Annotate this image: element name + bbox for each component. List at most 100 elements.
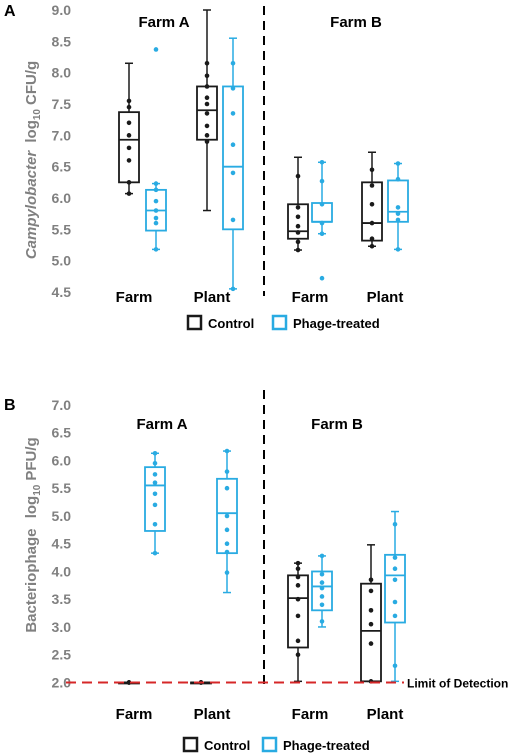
- panel-a-phage-farm-b-plant-point: [395, 211, 401, 216]
- panel-a-phage-farm-b-plant-point: [395, 205, 401, 210]
- panel-a-phage-farm-a-plant-point: [230, 111, 236, 116]
- panel-a-phage-farm-a-plant-iqr: [222, 85, 244, 231]
- panel-b-legend-phage: Phage-treated: [283, 738, 370, 753]
- panel-a-control-farm-b-farm-point: [295, 247, 301, 253]
- panel-a-control-farm-b-plant-point: [369, 220, 375, 226]
- panel-b-ytick: 5.0: [52, 508, 72, 524]
- panel-b-phage-farm-b-farm-point: [319, 580, 325, 585]
- panel-b-phage-farm-b-farm-point: [319, 585, 325, 591]
- panel-a: A Campylobacter log10CFU/g Farm A Farm B…: [4, 2, 409, 331]
- panel-a-control-farm-a-plant-point: [204, 123, 210, 129]
- panel-a-ylabel: Campylobacter log10CFU/g: [23, 61, 43, 259]
- panel-b-phage-farm-a-farm-iqr: [144, 466, 166, 532]
- panel-b-phage-farm-a-plant-point: [224, 448, 230, 454]
- panel-a-legend-phage-swatch: [271, 314, 288, 331]
- panel-b-phage-farm-a-farm-point: [152, 550, 158, 556]
- panel-a-ytick: 7.0: [52, 127, 72, 143]
- panel-a-control-farm-a-farm-point: [126, 133, 132, 138]
- panel-b-control-farm-b-plant-iqr: [360, 582, 382, 683]
- panel-b-ytick: 7.0: [52, 397, 72, 413]
- panel-b-control-farm-b-plant-point: [368, 588, 374, 594]
- panel-a-label: A: [4, 3, 16, 20]
- panel-b-control-farm-b-farm-point: [295, 583, 301, 588]
- panel-b-phage-farm-b-plant-point: [392, 555, 398, 560]
- panel-b-phage-farm-a-farm-point: [152, 480, 158, 485]
- panel-b-phage-farm-b-plant-point: [392, 577, 398, 583]
- panel-b-phage-farm-a-farm-point: [152, 460, 158, 466]
- panel-a-control-farm-a-farm-box: [118, 62, 140, 196]
- panel-b-phage-farm-b-farm-point: [319, 553, 325, 559]
- panel-b-phage-farm-a-plant-box: [216, 448, 238, 594]
- panel-b-phage-farm-a-plant-point: [224, 570, 230, 575]
- panel-a-control-farm-a-farm-point: [126, 158, 132, 163]
- panel-b-phage-farm-a-plant-point: [224, 513, 230, 519]
- panel-a-control-farm-b-farm-iqr: [287, 203, 309, 240]
- panel-b-category-farm-b-plant: Plant: [367, 706, 404, 723]
- panel-a-control-farm-a-plant-point: [204, 133, 210, 138]
- panel-b-phage-farm-b-plant-box: [384, 510, 406, 683]
- panel-b-control-farm-b-farm-point: [295, 596, 301, 602]
- panel-a-ytick: 6.0: [52, 190, 72, 206]
- panel-a-phage-farm-b-farm-point: [319, 220, 325, 226]
- panel-b-phage-farm-a-farm-point: [152, 450, 158, 456]
- panel-b-phage-farm-b-plant-iqr: [384, 553, 406, 624]
- panel-a-ytick: 8.5: [52, 33, 72, 49]
- panel-b-label: B: [4, 397, 16, 414]
- panel-a-control-farm-a-plant-point: [204, 60, 210, 66]
- panel-b-ytick: 3.0: [52, 619, 72, 635]
- panel-a-phage-farm-a-plant-point: [230, 142, 236, 148]
- panel-b-phage-farm-b-farm-point: [319, 571, 325, 577]
- panel-b-ytick: 4.0: [52, 563, 72, 579]
- panel-a-control-farm-b-plant-point: [369, 183, 375, 188]
- panel-a-ytick: 4.5: [52, 284, 72, 300]
- panel-b-group-farm-a: Farm A: [136, 416, 187, 433]
- panel-b-phage-farm-b-plant-point: [392, 522, 398, 527]
- panel-b-control-farm-b-farm-point: [295, 560, 301, 566]
- panel-a-control-farm-a-farm-point: [126, 180, 132, 185]
- panel-b-ytick: 2.0: [52, 674, 72, 690]
- panel-b-phage-farm-a-farm-point: [152, 522, 158, 527]
- panel-b-legend-phage-swatch: [261, 736, 278, 753]
- panel-a-phage-farm-a-plant-point: [230, 86, 236, 91]
- panel-a-legend-control: Control: [208, 316, 254, 331]
- panel-a-phage-farm-a-farm-box: [145, 47, 167, 252]
- panel-b-phage-farm-a-farm-point: [152, 502, 158, 508]
- panel-a-phage-farm-a-plant-box: [222, 37, 244, 292]
- panel-a-group-farm-b: Farm B: [330, 14, 382, 31]
- panel-b-ytick: 4.5: [52, 536, 72, 552]
- panel-a-control-farm-b-farm-point: [295, 223, 301, 229]
- panel-a-phage-farm-b-plant-point: [395, 176, 401, 182]
- panel-b-control-farm-b-farm-point: [295, 566, 301, 571]
- panel-b-phage-farm-b-plant-point: [392, 663, 398, 669]
- panel-a-phage-farm-a-farm-point: [153, 220, 159, 226]
- panel-a-control-farm-b-farm-point: [295, 214, 301, 220]
- panel-a-control-farm-a-plant-point: [204, 139, 210, 144]
- limit-of-detection-label: Limit of Detection: [407, 676, 508, 690]
- panel-a-phage-farm-a-farm-point: [153, 47, 159, 52]
- panel-a-phage-farm-b-farm-point: [319, 275, 325, 281]
- panel-b-legend-control: Control: [204, 738, 250, 753]
- panel-a-category-farm-a-plant: Plant: [194, 289, 231, 306]
- panel-b-phage-farm-a-farm-box: [144, 450, 166, 556]
- panel-b-phage-farm-a-plant-point: [224, 469, 230, 474]
- panel-b-ytick: 5.5: [52, 480, 72, 496]
- panel-a-phage-farm-b-plant-point: [395, 247, 401, 252]
- panel-b-ytick: 6.5: [52, 425, 72, 441]
- panel-a-control-farm-a-plant-point: [204, 84, 210, 89]
- panel-a-control-farm-b-farm-box: [287, 156, 309, 253]
- panel-b-control-farm-b-plant-point: [368, 641, 374, 646]
- panel-b-ytick: 6.0: [52, 452, 72, 468]
- panel-a-category-farm-a-farm: Farm: [116, 289, 153, 306]
- panel-a-phage-farm-b-farm-point: [319, 201, 325, 207]
- panel-a-control-farm-a-farm-point: [126, 120, 132, 126]
- panel-b-control-farm-a-farm-point: [126, 680, 132, 685]
- panel-a-phage-farm-a-farm-point: [153, 208, 159, 213]
- panel-a-ytick: 7.5: [52, 96, 72, 112]
- panel-a-control-farm-b-farm-point: [295, 239, 301, 245]
- panel-b-phage-farm-b-farm-iqr: [311, 570, 333, 612]
- panel-a-phage-farm-b-farm-point: [319, 231, 325, 237]
- panel-b-ytick: 2.5: [52, 647, 72, 663]
- panel-a-phage-farm-a-farm-point: [153, 181, 159, 186]
- panel-b-phage-farm-b-farm-point: [319, 619, 325, 624]
- panel-a-control-farm-b-plant-point: [369, 167, 375, 173]
